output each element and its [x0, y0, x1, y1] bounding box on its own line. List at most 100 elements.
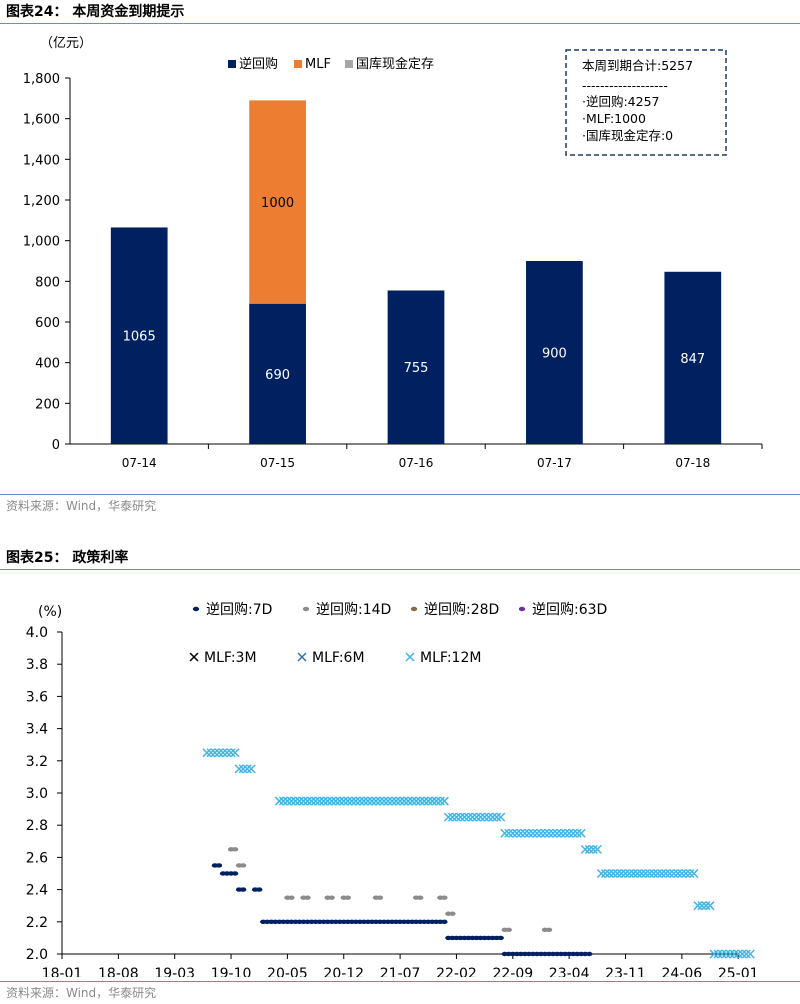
marker-stroke [403, 796, 413, 806]
x-tick-label: 07-17 [537, 456, 572, 470]
data-point [441, 919, 448, 924]
marker-stroke [419, 796, 429, 806]
data-point [403, 796, 413, 806]
marker-stroke [298, 796, 309, 806]
marker-stroke [604, 868, 614, 879]
marker-stroke [508, 828, 518, 838]
y-tick-label: 3.8 [26, 657, 48, 673]
data-point [242, 764, 252, 774]
data-point [564, 828, 574, 838]
data-point [286, 796, 296, 806]
marker-stroke [713, 949, 723, 959]
data-point [588, 844, 598, 854]
y-unit-label: (%) [38, 604, 62, 620]
marker-stroke [387, 796, 397, 806]
data-point [741, 949, 751, 959]
marker-stroke [347, 796, 357, 806]
y-tick-label: 2.8 [26, 818, 48, 834]
y-tick-label: 1,400 [23, 153, 60, 168]
marker-stroke [633, 868, 643, 879]
marker-stroke [496, 812, 506, 822]
data-point [463, 812, 474, 822]
marker-stroke [725, 949, 735, 959]
data-point [347, 796, 357, 806]
marker-stroke [737, 949, 747, 959]
data-point [576, 828, 586, 838]
data-point [612, 868, 622, 879]
data-point [528, 828, 538, 838]
marker-stroke [568, 828, 578, 838]
marker-stroke [435, 796, 445, 806]
data-point [282, 796, 292, 806]
data-point [451, 812, 461, 822]
data-point [673, 868, 683, 879]
marker-stroke [697, 901, 707, 911]
data-point [218, 748, 228, 758]
y-tick-label: 200 [35, 397, 60, 412]
marker-stroke [624, 868, 635, 879]
data-point [367, 796, 377, 806]
marker-stroke [407, 796, 417, 806]
legend-swatch [294, 60, 302, 68]
data-point [548, 828, 558, 838]
data-point [399, 796, 409, 806]
marker-stroke [202, 748, 212, 758]
data-point [697, 901, 707, 911]
data-point [524, 828, 534, 838]
marker-stroke [645, 868, 655, 879]
data-point [568, 828, 578, 838]
data-point [552, 828, 562, 838]
marker-stroke [669, 868, 679, 879]
marker-stroke [339, 796, 349, 806]
marker-stroke [709, 949, 719, 959]
y-tick-label: 1,000 [23, 235, 60, 250]
x-tick-label: 07-16 [399, 456, 434, 470]
data-point [536, 828, 546, 838]
data-point [709, 949, 719, 959]
data-point [616, 868, 627, 879]
marker-stroke [705, 901, 715, 911]
y-unit-label: （亿元） [40, 36, 92, 51]
legend-marker [192, 606, 200, 612]
data-point [620, 868, 631, 879]
data-point [556, 828, 566, 838]
marker-stroke [480, 812, 490, 822]
data-point [215, 863, 223, 868]
data-point [206, 748, 216, 758]
marker-stroke [427, 796, 437, 806]
marker-stroke [721, 949, 731, 959]
marker-stroke [447, 812, 457, 822]
legend-marker [410, 606, 418, 612]
marker-stroke [375, 796, 385, 806]
x-tick-label: 07-18 [675, 456, 710, 470]
figure-title: 图表24： 本周资金到期提示 [0, 0, 800, 24]
summary-line: ------------------- [582, 78, 668, 93]
figure-policy-rate: 图表25： 政策利率 (%) 2.0 2.2 2.4 2.6 2.8 3.0 3.2 3.4 3.… [0, 546, 800, 1003]
marker-stroke [484, 812, 494, 822]
data-point [278, 796, 288, 806]
policy-rate-scatter-chart: (%) 2.0 2.2 2.4 2.6 2.8 3.0 3.2 3.4 3.6 3.8 4.0 18-0… [26, 602, 759, 982]
marker-stroke [423, 796, 433, 806]
marker-stroke [741, 949, 751, 959]
data-point [677, 868, 687, 879]
y-tick-label: 800 [35, 275, 60, 290]
marker-stroke [367, 796, 377, 806]
marker-stroke [685, 868, 695, 879]
data-point [302, 796, 313, 806]
data-point [304, 895, 311, 900]
marker-stroke [657, 868, 667, 879]
data-point [449, 911, 456, 916]
marker-stroke [210, 748, 220, 758]
x-tick-label: 20-05 [267, 966, 308, 977]
data-point [733, 949, 743, 959]
marker-stroke [564, 828, 574, 838]
data-point [210, 748, 220, 758]
data-point [230, 748, 240, 758]
data-point [488, 812, 498, 822]
data-point [592, 844, 602, 854]
data-point [391, 796, 401, 806]
marker-stroke [612, 868, 622, 879]
marker-stroke [189, 652, 199, 662]
data-point [637, 868, 647, 879]
marker-stroke [411, 796, 421, 806]
